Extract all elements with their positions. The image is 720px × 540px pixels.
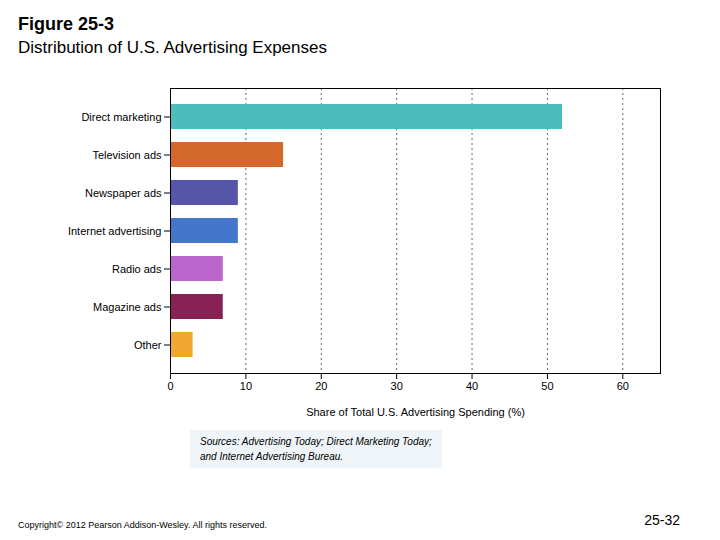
html-text:25-32: 25-32 — [644, 512, 680, 528]
svg-text:10: 10 — [240, 380, 252, 392]
svg-text:Share of Total U.S. Advertisin: Share of Total U.S. Advertising Spending… — [306, 406, 525, 418]
html-text:Sources: Advertising Today; Di: Sources: Advertising Today; Direct Marke… — [200, 436, 432, 462]
html-text:Figure 25-3: Figure 25-3 — [18, 14, 114, 34]
svg-text:20: 20 — [315, 380, 327, 392]
svg-text:Other: Other — [134, 339, 162, 351]
svg-text:Television ads: Television ads — [92, 149, 162, 161]
svg-text:Internet advertising: Internet advertising — [68, 225, 162, 237]
svg-text:Magazine ads: Magazine ads — [93, 301, 162, 313]
svg-text:Direct marketing: Direct marketing — [81, 111, 161, 123]
svg-text:60: 60 — [617, 380, 629, 392]
svg-text:40: 40 — [466, 380, 478, 392]
svg-text:0: 0 — [167, 380, 173, 392]
svg-text:50: 50 — [541, 380, 553, 392]
html-text:Distribution of U.S. Advertisi: Distribution of U.S. Advertising Expense… — [18, 38, 327, 57]
svg-text:Radio ads: Radio ads — [112, 263, 162, 275]
svg-text:Newspaper ads: Newspaper ads — [85, 187, 162, 199]
svg-text:30: 30 — [391, 380, 403, 392]
html-text:Copyright© 2012 Pearson Addiso: Copyright© 2012 Pearson Addison-Wesley. … — [18, 520, 267, 530]
